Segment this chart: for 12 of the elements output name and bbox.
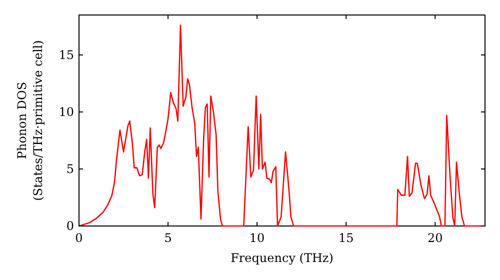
x-tick-label: 15: [338, 231, 354, 245]
line-series: [79, 24, 482, 227]
x-tick-label: 0: [75, 231, 83, 245]
y-tick-label: 5: [66, 162, 74, 176]
y-axis-title: Phonon DOS (States/THz·primitive cell): [15, 40, 45, 201]
x-tick-label: 5: [164, 231, 172, 245]
x-tick-label: 20: [428, 231, 443, 245]
y-tick-label: 15: [58, 48, 74, 62]
x-axis-title: Frequency (THz): [230, 251, 334, 265]
y-tick-label: 0: [66, 219, 74, 233]
y-tick-label: 10: [58, 104, 74, 119]
x-tick-label: 10: [249, 231, 265, 245]
